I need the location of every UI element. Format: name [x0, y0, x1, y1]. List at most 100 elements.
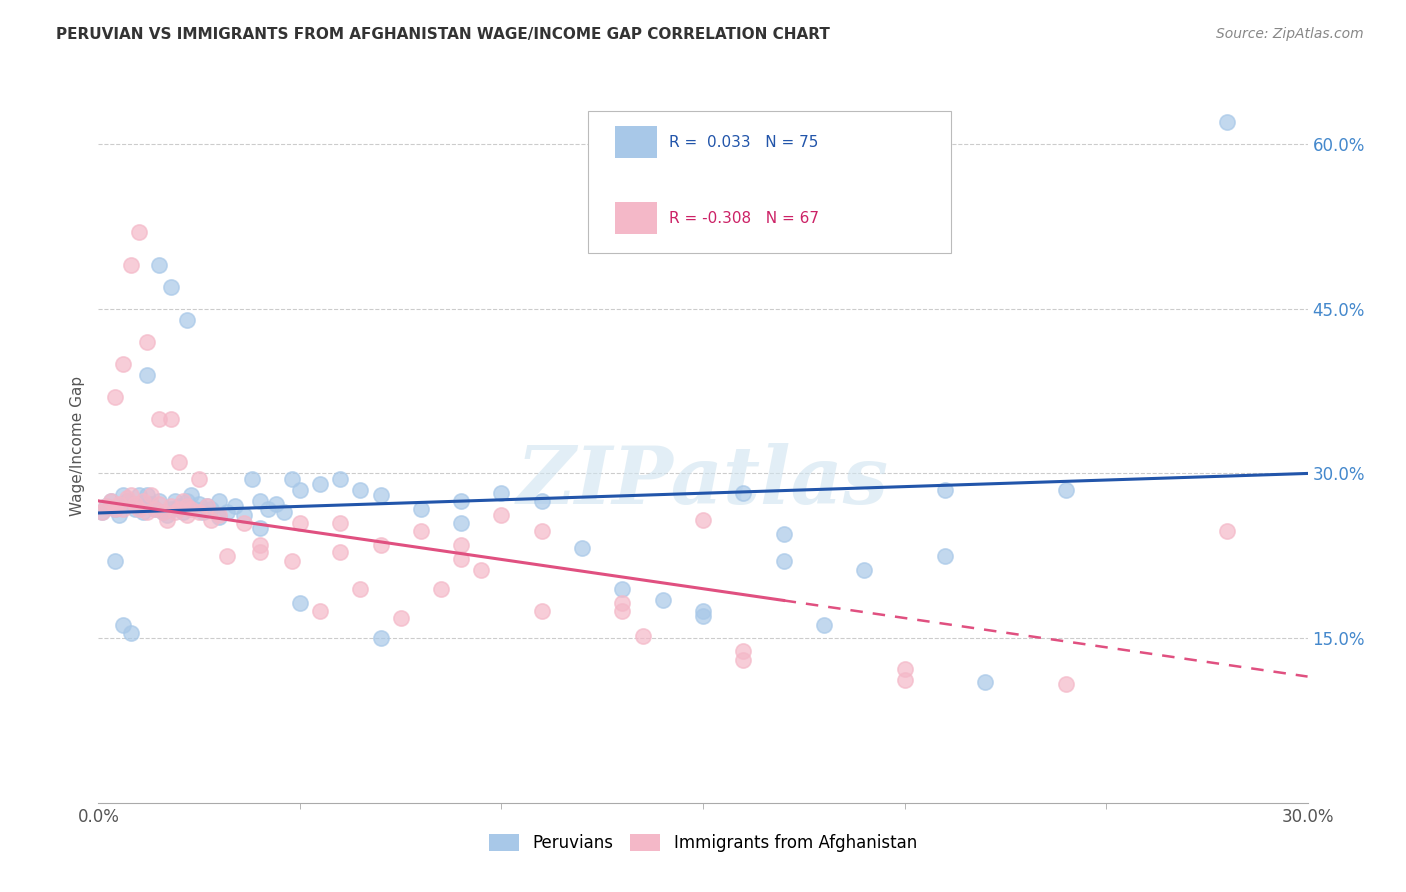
- Point: [148, 258, 170, 272]
- Point: [281, 554, 304, 568]
- Point: [232, 516, 254, 530]
- Point: [370, 631, 392, 645]
- Point: [124, 497, 146, 511]
- Point: [288, 516, 311, 530]
- Point: [132, 505, 155, 519]
- Point: [180, 501, 202, 516]
- Point: [128, 225, 150, 239]
- Point: [934, 483, 956, 497]
- Point: [208, 494, 231, 508]
- Point: [188, 497, 211, 511]
- Point: [470, 563, 492, 577]
- Point: [167, 500, 190, 514]
- Point: [91, 505, 114, 519]
- Point: [148, 497, 170, 511]
- Point: [853, 563, 876, 577]
- Text: PERUVIAN VS IMMIGRANTS FROM AFGHANISTAN WAGE/INCOME GAP CORRELATION CHART: PERUVIAN VS IMMIGRANTS FROM AFGHANISTAN …: [56, 27, 830, 42]
- Point: [631, 629, 654, 643]
- Point: [120, 488, 142, 502]
- Point: [143, 501, 166, 516]
- Point: [96, 500, 118, 514]
- Point: [430, 582, 453, 596]
- Bar: [614, 202, 657, 234]
- Point: [115, 491, 138, 505]
- Point: [120, 258, 142, 272]
- Point: [103, 554, 125, 568]
- Point: [450, 494, 472, 508]
- Point: [100, 494, 122, 508]
- Point: [240, 472, 263, 486]
- Point: [188, 505, 211, 519]
- Point: [103, 390, 125, 404]
- Point: [188, 472, 211, 486]
- Point: [309, 604, 332, 618]
- Point: [249, 521, 271, 535]
- Point: [409, 501, 432, 516]
- Point: [370, 538, 392, 552]
- Point: [208, 508, 231, 523]
- Point: [329, 472, 352, 486]
- Point: [115, 494, 138, 508]
- Point: [733, 653, 755, 667]
- Point: [571, 541, 593, 555]
- Point: [249, 538, 271, 552]
- Point: [349, 582, 371, 596]
- Point: [111, 618, 134, 632]
- Point: [103, 501, 125, 516]
- Point: [148, 494, 170, 508]
- Point: [389, 611, 412, 625]
- Point: [160, 501, 183, 516]
- Text: ZIPatlas: ZIPatlas: [517, 443, 889, 520]
- Point: [120, 497, 142, 511]
- FancyBboxPatch shape: [588, 111, 950, 253]
- Point: [309, 477, 332, 491]
- Point: [612, 582, 634, 596]
- Point: [163, 494, 186, 508]
- Point: [692, 604, 714, 618]
- Point: [139, 497, 162, 511]
- Point: [184, 501, 207, 516]
- Point: [100, 494, 122, 508]
- Point: [772, 554, 794, 568]
- Point: [224, 500, 246, 514]
- Point: [934, 549, 956, 563]
- Point: [249, 494, 271, 508]
- Point: [156, 512, 179, 526]
- Point: [409, 524, 432, 538]
- Point: [217, 549, 239, 563]
- Point: [111, 488, 134, 502]
- Point: [172, 494, 194, 508]
- Point: [651, 592, 673, 607]
- Point: [91, 505, 114, 519]
- Point: [349, 483, 371, 497]
- Point: [107, 508, 129, 523]
- Point: [772, 526, 794, 541]
- Point: [217, 505, 239, 519]
- Point: [160, 411, 183, 425]
- Point: [813, 618, 835, 632]
- Point: [139, 488, 162, 502]
- Point: [167, 501, 190, 516]
- Text: R =  0.033   N = 75: R = 0.033 N = 75: [669, 135, 818, 150]
- Point: [180, 488, 202, 502]
- Point: [152, 505, 174, 519]
- Text: Source: ZipAtlas.com: Source: ZipAtlas.com: [1216, 27, 1364, 41]
- Point: [152, 505, 174, 519]
- Point: [281, 472, 304, 486]
- Text: R = -0.308   N = 67: R = -0.308 N = 67: [669, 211, 820, 226]
- Point: [128, 501, 150, 516]
- Point: [195, 500, 218, 514]
- Point: [232, 508, 254, 523]
- Point: [264, 497, 287, 511]
- Point: [612, 596, 634, 610]
- Point: [329, 545, 352, 559]
- Point: [530, 494, 553, 508]
- Point: [450, 552, 472, 566]
- Point: [103, 501, 125, 516]
- Point: [249, 545, 271, 559]
- Point: [612, 604, 634, 618]
- Point: [195, 500, 218, 514]
- Point: [176, 508, 198, 523]
- Point: [193, 505, 215, 519]
- Point: [160, 500, 183, 514]
